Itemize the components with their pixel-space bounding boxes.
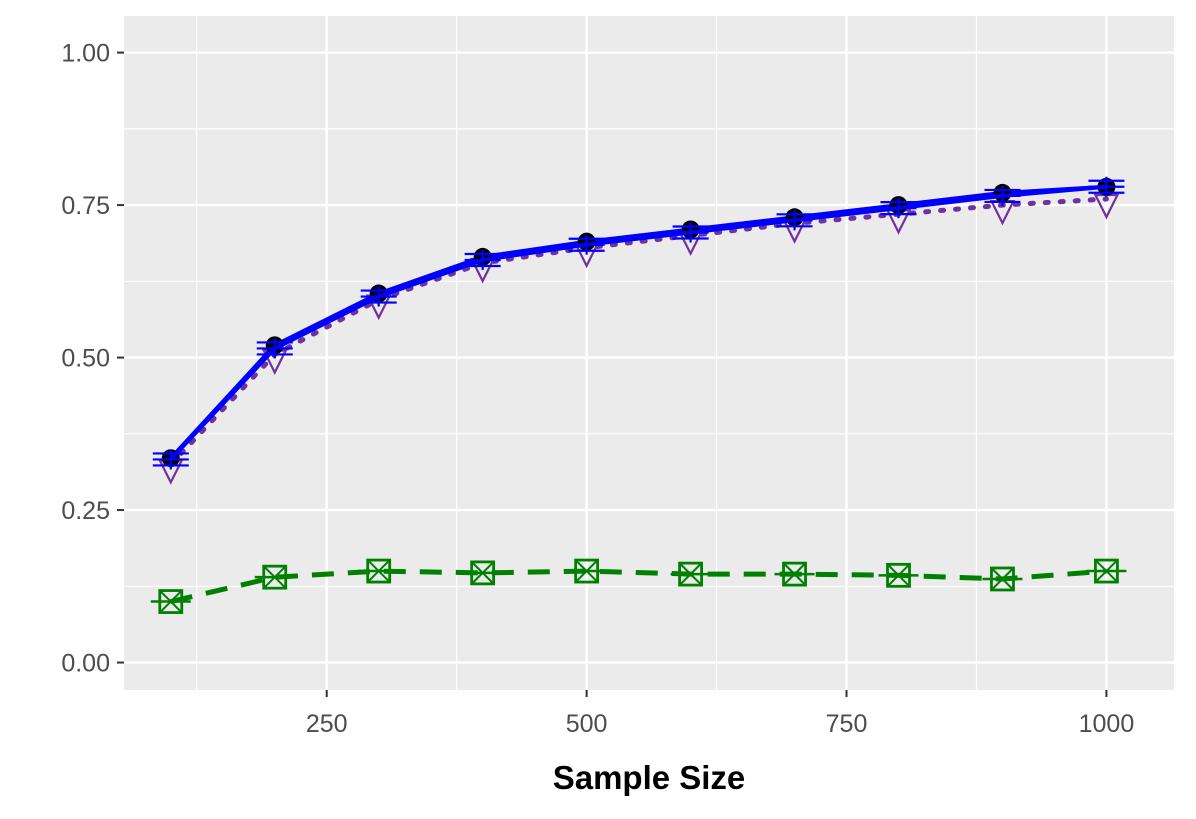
x-tick-label: 750 [826,710,868,738]
y-tick-label: 0.25 [61,497,110,525]
data-point [464,249,501,270]
y-tick-label: 0.75 [61,192,110,220]
data-point [1086,558,1127,584]
data-point [1088,176,1125,197]
series-2-line [168,196,1109,467]
data-point [152,449,189,470]
axis-ticks [117,51,1108,697]
data-point [462,560,503,586]
y-tick-label: 1.00 [61,40,110,68]
series-3-line [170,568,1107,605]
data-point [878,562,919,588]
x-tick-label: 500 [566,710,608,738]
data-point [256,338,293,359]
series-3 [150,558,1127,614]
data-point [984,185,1021,206]
data-point [566,558,607,584]
y-tick-label: 0.00 [61,650,110,678]
data-point [776,210,813,231]
data-point [254,564,295,590]
data-point [982,566,1023,592]
tick-labels: 250 500 750 1000 0.00 0.25 0.50 0.75 1.00 [61,40,1134,738]
minor-gridlines [124,16,1174,690]
x-tick-label: 1000 [1079,710,1135,738]
data-point [672,222,709,243]
data-point [150,589,191,614]
series-layer [150,176,1127,614]
data-point [774,561,815,587]
major-gridlines [124,16,1174,690]
data-point [568,234,605,255]
data-point [670,561,711,587]
series-0-line [169,184,1107,460]
data-point [880,198,917,219]
series-1-line [169,184,1107,461]
series-1 [152,176,1125,470]
data-point [360,286,397,307]
y-tick-label: 0.50 [61,345,110,373]
data-point [358,558,399,584]
x-tick-label: 250 [306,710,348,738]
x-axis-title: Sample Size [553,759,746,796]
